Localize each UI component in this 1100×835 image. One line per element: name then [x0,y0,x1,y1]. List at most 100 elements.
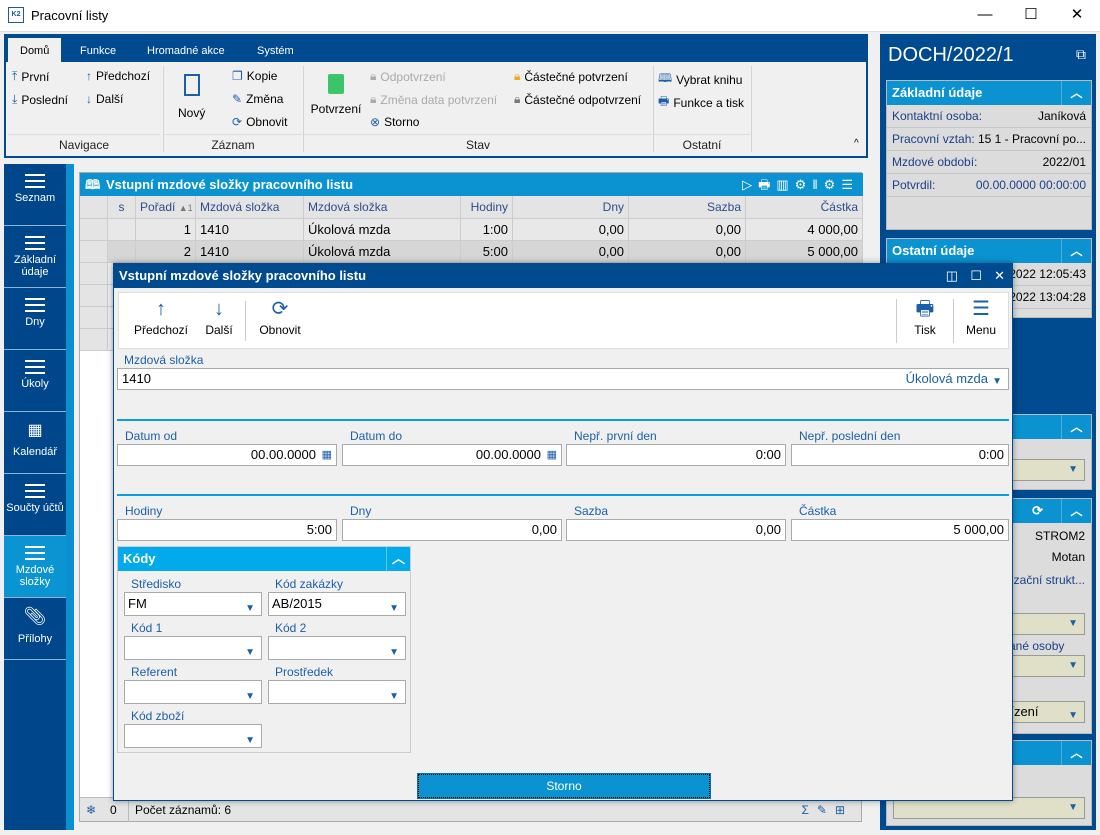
table-cell[interactable]: 1 [136,219,196,241]
sidebar-item-seznam[interactable]: Seznam [4,164,66,226]
copy-button[interactable]: ❐ Kopie [232,69,277,83]
unconfirm-button[interactable]: 🔒︎ Odpotvrzení [370,69,446,84]
tab-system[interactable]: Systém [257,45,294,57]
column-header[interactable]: Částka [746,196,863,219]
amounts-field[interactable]: 5:00 [117,519,337,541]
calendar-icon[interactable]: ▦ [546,449,557,461]
column-header[interactable]: Pořadí ▲1 [136,196,196,219]
column-header[interactable]: Dny [513,196,629,219]
partial-confirm-button[interactable]: 🔒︎ Částečné potvrzení [514,69,628,84]
column-header[interactable]: Sazba [629,196,746,219]
row-header[interactable] [80,263,108,285]
restore-icon[interactable]: ◫ [945,268,958,283]
collapse-icon[interactable]: ︿ [1061,499,1091,523]
table-cell[interactable]: Úkolová mzda [304,241,461,263]
table-cell[interactable]: 1410 [196,241,304,263]
amounts-field[interactable]: 0,00 [342,519,562,541]
collapse-icon[interactable]: ︿ [386,547,410,571]
confirm-button[interactable]: Potvrzení [308,70,364,116]
dates-field[interactable]: 0:00 [791,444,1009,466]
amounts-field[interactable]: 5 000,00 [791,519,1009,541]
code-dropdown[interactable]: ▼ [268,636,406,660]
row-header[interactable] [80,285,108,307]
row-header[interactable] [80,307,108,329]
last-button[interactable]: ⤓ Poslední [12,92,68,107]
print-button[interactable]: 🖶 Tisk [903,293,947,348]
column-header[interactable]: s [108,196,136,219]
code-dropdown[interactable]: ▼ [268,680,406,704]
column-header[interactable]: Mzdová složka [304,196,461,219]
maximize-button[interactable]: ☐ [1024,6,1038,23]
dropdown-icon[interactable]: ▼ [992,376,1002,387]
functions-print-button[interactable]: 🖶 Funkce a tisk [658,92,744,113]
dates-field[interactable]: 0:00 [566,444,786,466]
dates-field[interactable]: 00.00.0000 ▦ [342,444,562,466]
sidebar-item-mzdove-slozky[interactable]: Mzdové složky [4,536,66,598]
refresh-button[interactable]: ⟳ Obnovit [255,293,305,348]
table-cell[interactable]: Úkolová mzda [304,219,461,241]
menu-button[interactable]: ☰ Menu [959,293,1003,348]
collapse-ribbon-icon[interactable]: ^ [854,138,859,149]
column-header[interactable]: Hodiny [461,196,513,219]
tab-domu[interactable]: Domů [8,38,62,64]
snowflake-icon[interactable]: ❄ [86,803,97,817]
next-button[interactable]: ↓ Další [86,92,123,106]
select-book-button[interactable]: 🕮 Vybrat knihu [658,69,742,90]
table-cell[interactable]: 0,00 [629,241,746,263]
collapse-icon[interactable]: ︿ [1061,741,1091,765]
refresh-button[interactable]: ⟳ Obnovit [232,115,287,129]
info-row[interactable]: Pracovní vztah: 15 1 - Pracovní po... [887,128,1091,151]
column-header[interactable] [80,196,108,219]
table-cell[interactable]: 1410 [196,219,304,241]
code-dropdown[interactable]: ▼ [124,680,262,704]
table-cell[interactable]: 0,00 [513,219,629,241]
tab-funkce[interactable]: Funkce [80,45,117,57]
storno-button[interactable]: Storno [417,773,711,799]
tab-hromadne-akce[interactable]: Hromadné akce [147,45,225,57]
table-cell[interactable]: 5:00 [461,241,513,263]
next-button[interactable]: ↓ Další [199,293,239,348]
field-value[interactable]: zační strukt... [1013,573,1085,587]
first-button[interactable]: ⤒ První [12,69,49,84]
sidebar-item-dny[interactable]: Dny [4,288,66,350]
sidebar-item-kalendar[interactable]: ▦ Kalendář [4,412,66,474]
dates-field[interactable]: 00.00.0000 ▦ [117,444,337,466]
table-cell[interactable]: 4 000,00 [746,219,863,241]
close-icon[interactable]: ✕ [994,268,1005,283]
edit-button[interactable]: ✎ Změna [232,92,283,106]
table-cell[interactable]: 0,00 [629,219,746,241]
new-button[interactable]: Nový [178,70,205,120]
code-dropdown[interactable]: FM ▼ [124,592,262,616]
collapse-icon[interactable]: ︿ [1061,415,1091,439]
code-dropdown[interactable]: ▼ [124,724,262,748]
column-header[interactable]: Mzdová složka [196,196,304,219]
close-button[interactable]: ✕ [1070,6,1084,23]
row-header[interactable] [80,329,108,351]
minimize-button[interactable]: — [977,6,993,23]
status-actions-icons[interactable]: Σ✎⊞ [801,803,853,817]
partial-unconfirm-button[interactable]: 🔒︎ Částečné odpotvrzení [514,92,641,107]
wage-component-field[interactable]: 1410 Úkolová mzda ▼ [117,368,1009,390]
table-cell[interactable] [108,219,136,241]
row-header[interactable] [80,241,108,263]
sidebar-item-prilohy[interactable]: 📎︎ Přílohy [4,598,66,660]
collapse-icon[interactable]: ︿ [1061,239,1091,263]
sidebar-item-zakladni-udaje[interactable]: Základní údaje [4,226,66,288]
change-date-button[interactable]: 🔒︎ Změna data potvrzení [370,92,497,107]
maximize-icon[interactable]: ☐ [970,268,982,283]
code-dropdown[interactable]: ▼ [124,636,262,660]
table-cell[interactable] [108,241,136,263]
calendar-icon[interactable]: ▦ [321,449,332,461]
open-external-icon[interactable]: ⧉ [1076,46,1086,62]
storno-ribbon-button[interactable]: ⊗ Storno [370,115,419,129]
previous-button[interactable]: ↑ Předchozí [86,69,150,83]
amounts-field[interactable]: 0,00 [566,519,786,541]
table-cell[interactable]: 1:00 [461,219,513,241]
table-cell[interactable]: 5 000,00 [746,241,863,263]
table-cell[interactable]: 0,00 [513,241,629,263]
collapse-icon[interactable]: ︿ [1061,81,1091,105]
grid-toolbar-icons[interactable]: ▷🖶▥⚙‖⚙☰ [742,177,859,192]
table-cell[interactable]: 2 [136,241,196,263]
sidebar-item-soucty-uctu[interactable]: Součty účtů [4,474,66,536]
refresh-icon[interactable]: ⟳ [1032,503,1043,518]
